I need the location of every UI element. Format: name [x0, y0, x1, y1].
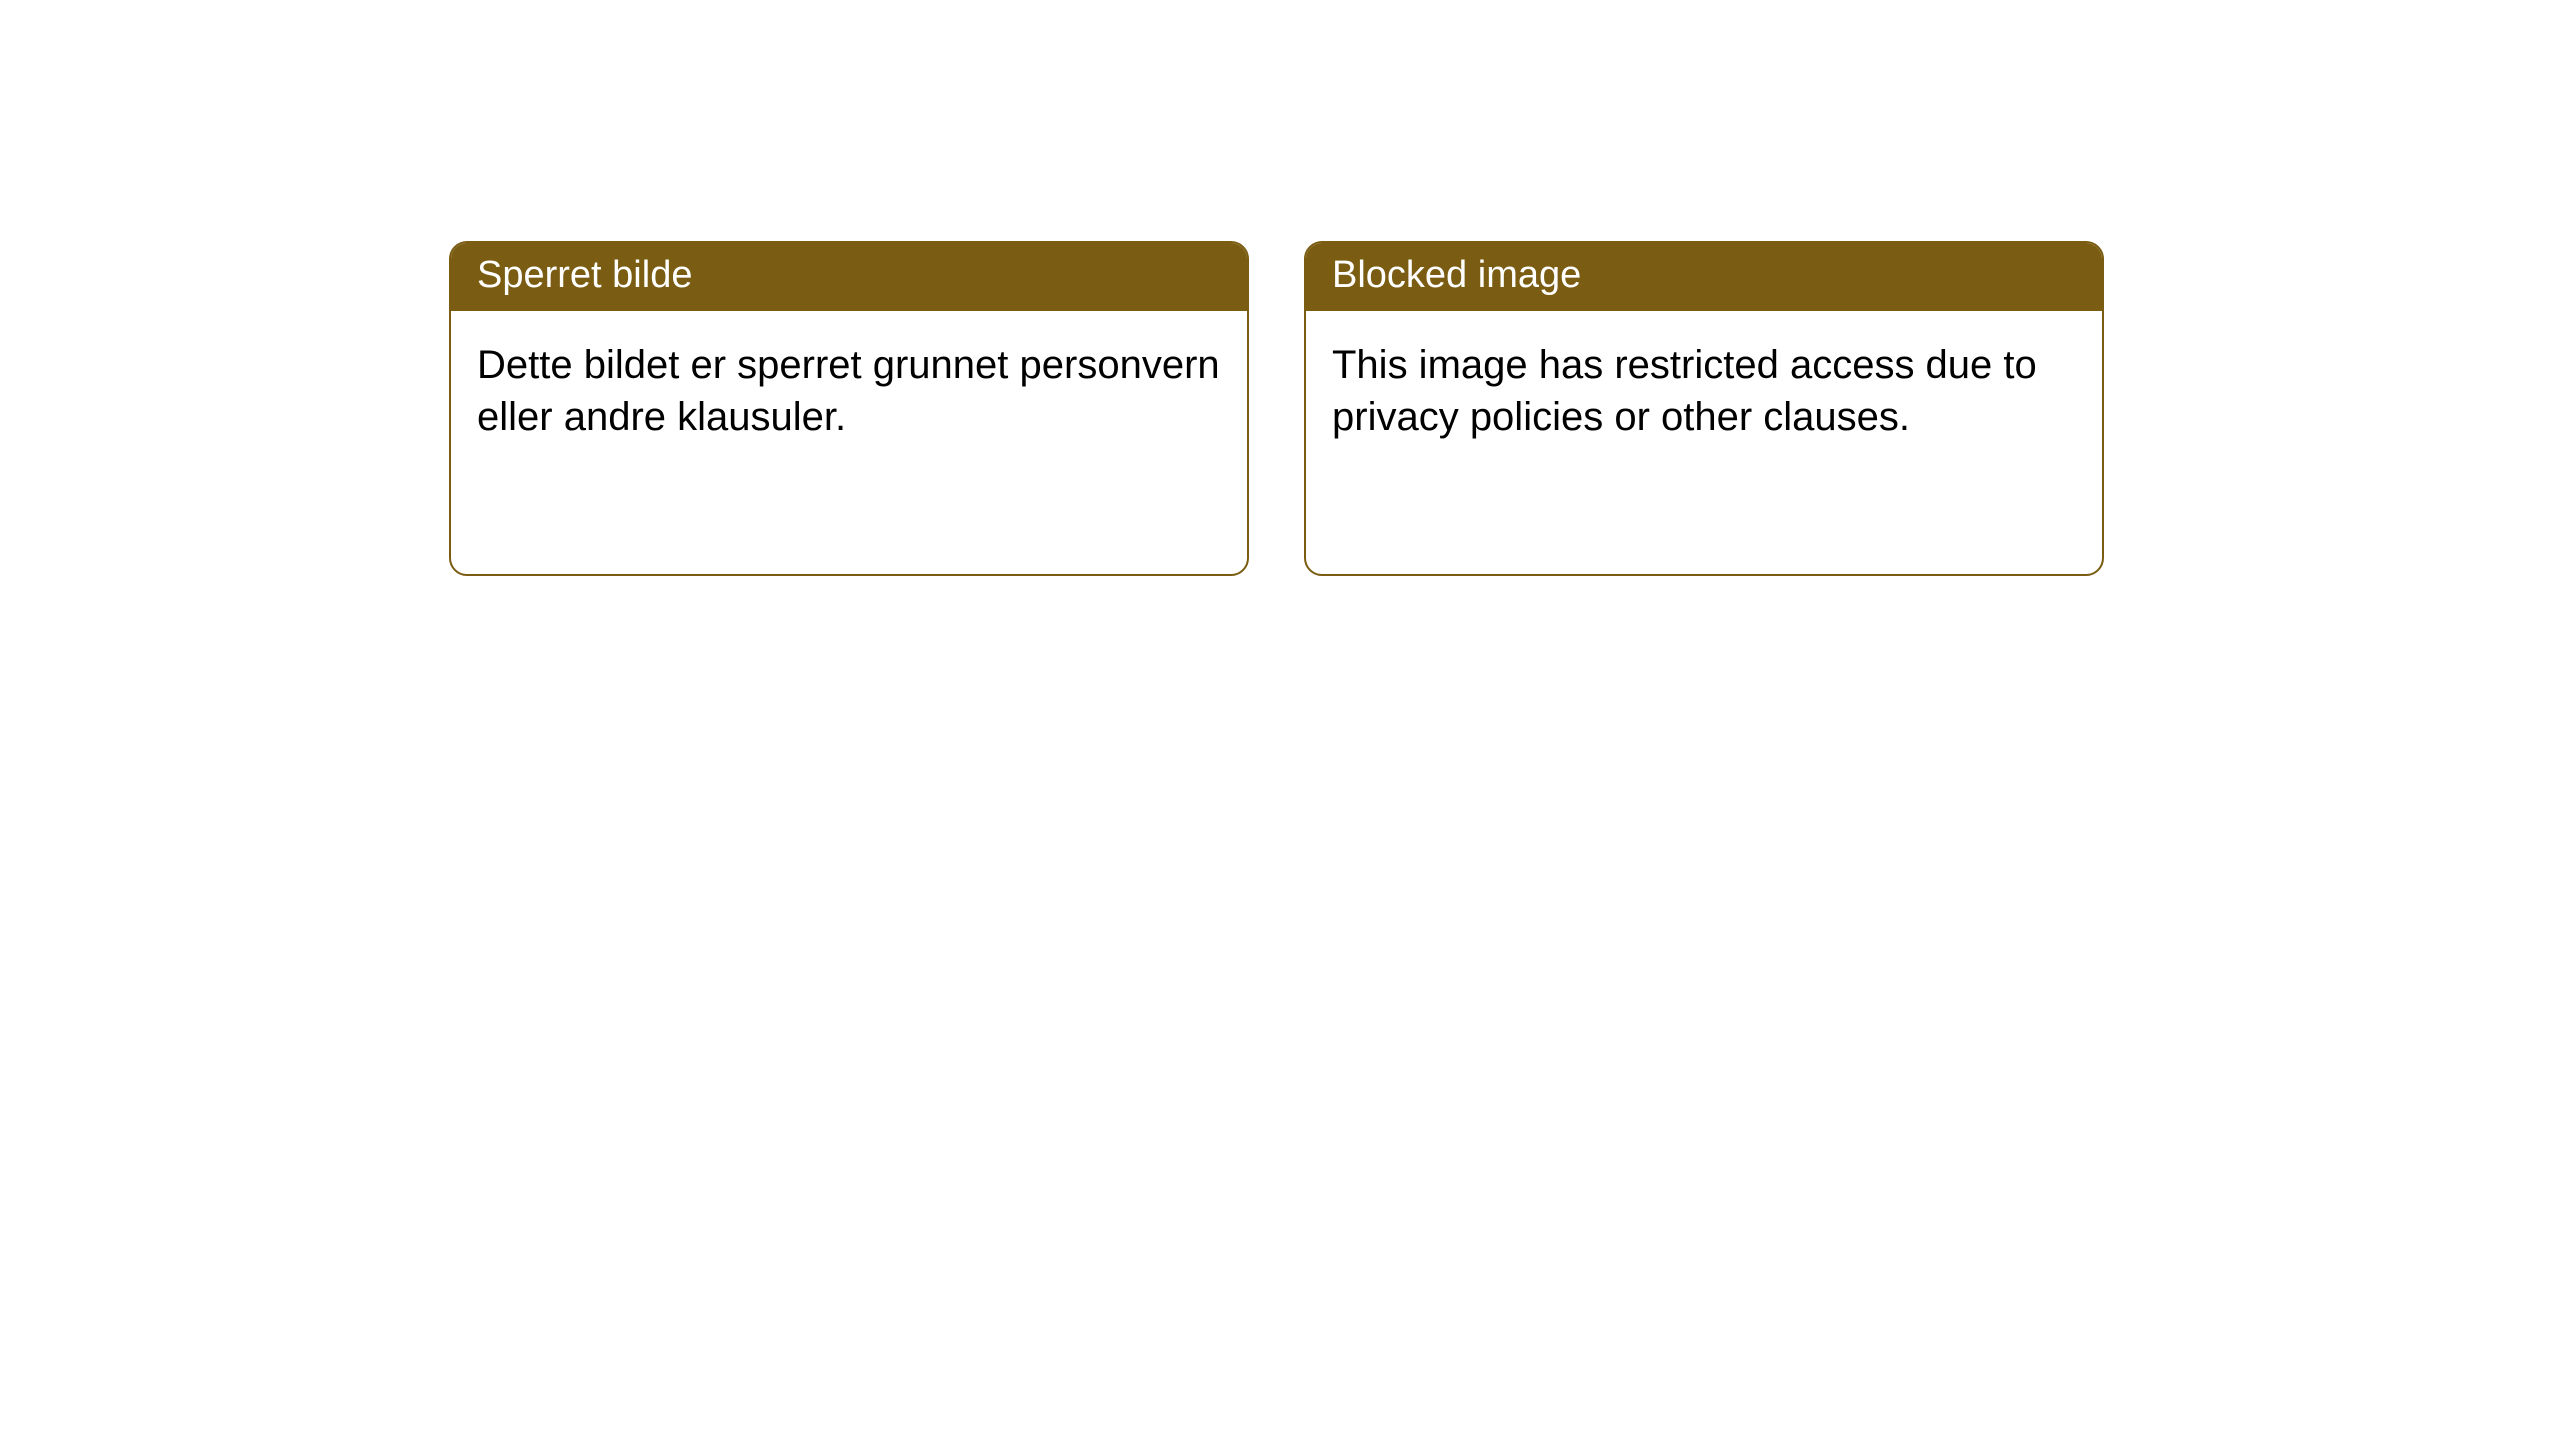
blocked-image-card-en: Blocked image This image has restricted … — [1304, 241, 2104, 576]
blocked-image-card-no: Sperret bilde Dette bildet er sperret gr… — [449, 241, 1249, 576]
card-header-no: Sperret bilde — [451, 243, 1247, 311]
card-body-en: This image has restricted access due to … — [1306, 311, 2102, 471]
card-header-en: Blocked image — [1306, 243, 2102, 311]
card-body-no: Dette bildet er sperret grunnet personve… — [451, 311, 1247, 471]
blocked-image-cards: Sperret bilde Dette bildet er sperret gr… — [449, 241, 2104, 576]
